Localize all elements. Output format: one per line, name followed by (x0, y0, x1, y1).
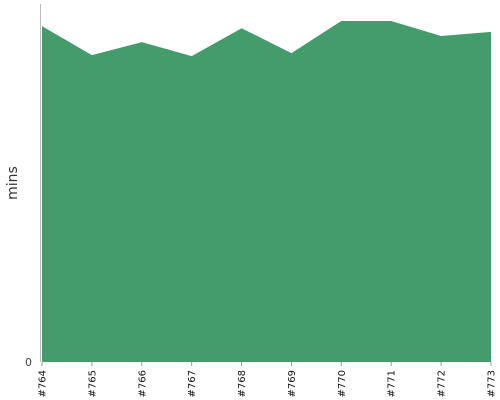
x-tick-label: #765 (87, 370, 98, 397)
x-axis-ticks: #764 #765 #766 #767 #768 #769 #770 #771 #772 #773 (38, 362, 498, 397)
x-tick-label: #769 (287, 370, 298, 397)
x-tick-label: #772 (437, 370, 448, 397)
y-axis-label: mins (5, 166, 21, 200)
x-tick-label: #767 (187, 370, 198, 397)
x-tick-label: #766 (137, 370, 148, 397)
x-tick-label: #764 (38, 370, 49, 397)
x-tick-label: #773 (487, 370, 498, 397)
x-tick-label: #771 (387, 370, 398, 397)
series-area (42, 21, 491, 362)
y-tick-label: 0 (25, 356, 32, 369)
x-tick-label: #770 (337, 370, 348, 397)
x-tick-label: #768 (237, 370, 248, 397)
